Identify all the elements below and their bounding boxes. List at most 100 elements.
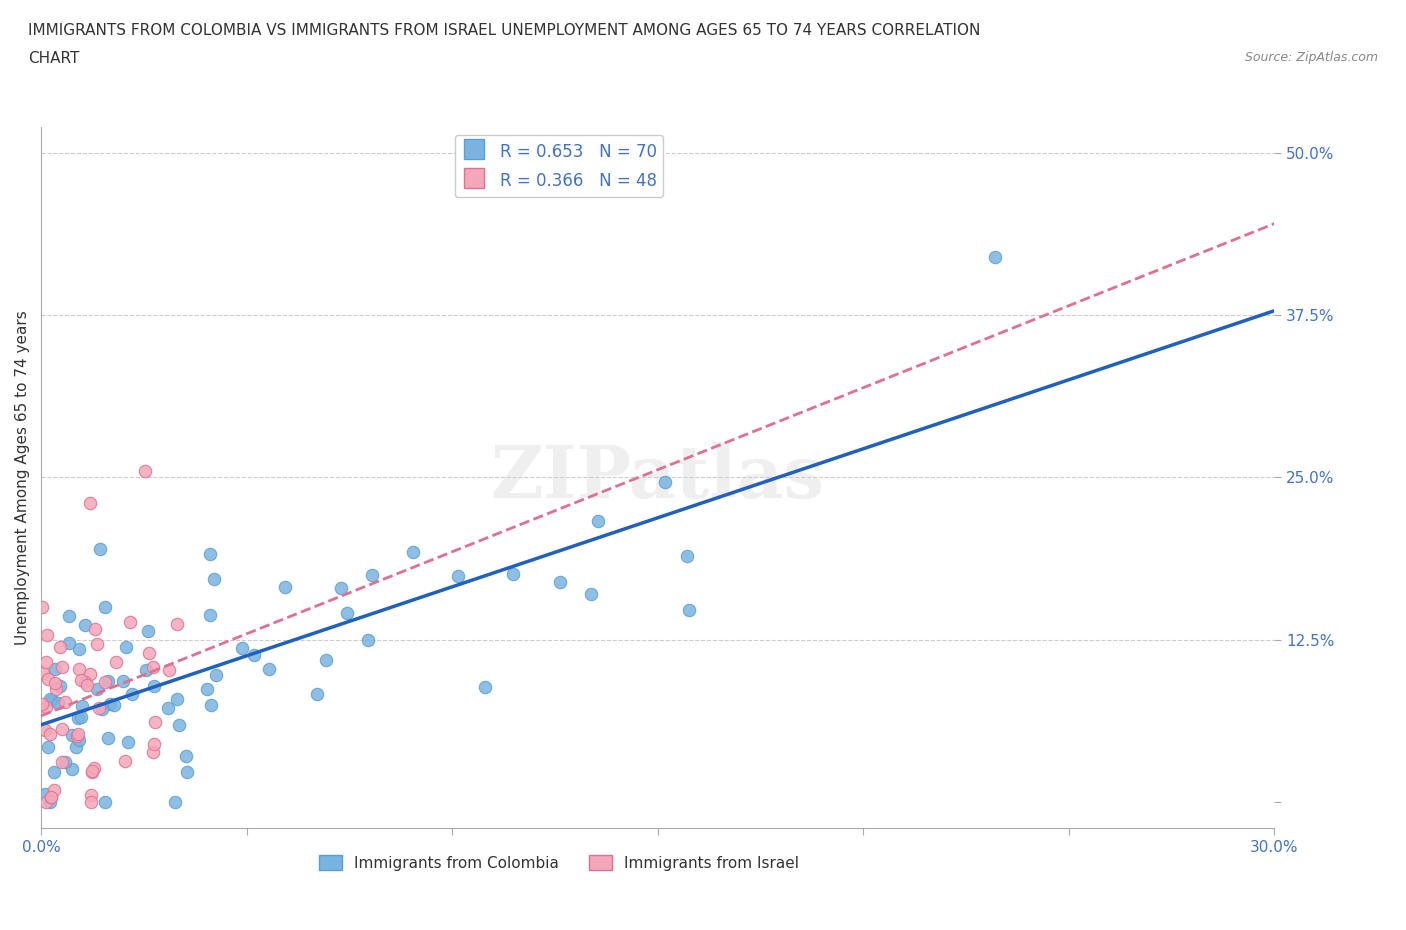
Point: [62, 762, 84, 777]
Point: [200, 698, 222, 712]
Point: [231, 641, 253, 656]
Point: [336, 605, 359, 620]
Point: [329, 580, 352, 595]
Point: [273, 579, 295, 594]
Point: [79, 795, 101, 810]
Point: [67, 642, 90, 657]
Point: [243, 648, 266, 663]
Point: [53, 754, 76, 769]
Point: [31, 697, 53, 711]
Point: [156, 700, 179, 715]
Point: [51, 754, 73, 769]
Point: [65, 739, 87, 754]
Point: [49, 639, 72, 654]
Point: [39, 790, 62, 804]
Point: [49, 678, 72, 693]
Point: [51, 659, 73, 674]
Point: [42, 764, 65, 779]
Text: Source: ZipAtlas.com: Source: ZipAtlas.com: [1244, 51, 1378, 64]
Point: [34, 723, 56, 737]
Point: [257, 661, 280, 676]
Point: [356, 633, 378, 648]
Point: [70, 710, 93, 724]
Point: [34, 787, 56, 802]
Point: [114, 753, 136, 768]
Point: [35, 699, 58, 714]
Point: [117, 735, 139, 750]
Point: [142, 659, 165, 674]
Point: [76, 677, 98, 692]
Text: IMMIGRANTS FROM COLOMBIA VS IMMIGRANTS FROM ISRAEL UNEMPLOYMENT AMONG AGES 65 TO: IMMIGRANTS FROM COLOMBIA VS IMMIGRANTS F…: [28, 23, 980, 38]
Point: [87, 700, 110, 715]
Point: [75, 618, 97, 632]
Point: [157, 662, 180, 677]
Point: [142, 678, 165, 693]
Point: [502, 566, 524, 581]
Point: [654, 474, 676, 489]
Point: [83, 621, 105, 636]
Point: [176, 764, 198, 779]
Point: [38, 726, 60, 741]
Point: [79, 667, 101, 682]
Point: [134, 463, 156, 478]
Point: [53, 695, 76, 710]
Point: [58, 635, 80, 650]
Point: [581, 587, 603, 602]
Text: ZIPatlas: ZIPatlas: [491, 442, 825, 512]
Point: [360, 567, 382, 582]
Point: [80, 764, 103, 779]
Point: [138, 623, 160, 638]
Point: [86, 682, 108, 697]
Point: [91, 701, 114, 716]
Point: [44, 675, 66, 690]
Point: [198, 547, 221, 562]
Point: [138, 645, 160, 660]
Point: [37, 740, 59, 755]
Point: [62, 727, 84, 742]
Point: [94, 795, 117, 810]
Point: [67, 662, 90, 677]
Point: [72, 698, 94, 713]
Point: [67, 711, 90, 725]
Point: [198, 607, 221, 622]
Point: [166, 692, 188, 707]
Point: [32, 666, 55, 681]
Text: CHART: CHART: [28, 51, 80, 66]
Point: [82, 764, 104, 779]
Point: [548, 575, 571, 590]
Point: [94, 600, 117, 615]
Point: [114, 640, 136, 655]
Point: [402, 545, 425, 560]
Point: [45, 681, 67, 696]
Point: [46, 696, 69, 711]
Point: [111, 673, 134, 688]
Point: [31, 599, 53, 614]
Point: [51, 722, 73, 737]
Point: [984, 249, 1007, 264]
Point: [135, 663, 157, 678]
Point: [474, 680, 496, 695]
Point: [89, 542, 111, 557]
Point: [83, 760, 105, 775]
Point: [86, 636, 108, 651]
Point: [143, 715, 166, 730]
Point: [38, 795, 60, 810]
Point: [143, 737, 166, 751]
Point: [142, 745, 165, 760]
Point: [67, 726, 90, 741]
Point: [97, 731, 120, 746]
Point: [586, 513, 609, 528]
Point: [98, 697, 121, 711]
Point: [205, 668, 228, 683]
Point: [79, 787, 101, 802]
Point: [65, 729, 87, 744]
Point: [104, 655, 127, 670]
Point: [307, 687, 329, 702]
Point: [75, 675, 97, 690]
Point: [39, 790, 62, 804]
Point: [94, 674, 117, 689]
Point: [70, 672, 93, 687]
Point: [174, 749, 197, 764]
Point: [35, 655, 58, 670]
Point: [67, 733, 90, 748]
